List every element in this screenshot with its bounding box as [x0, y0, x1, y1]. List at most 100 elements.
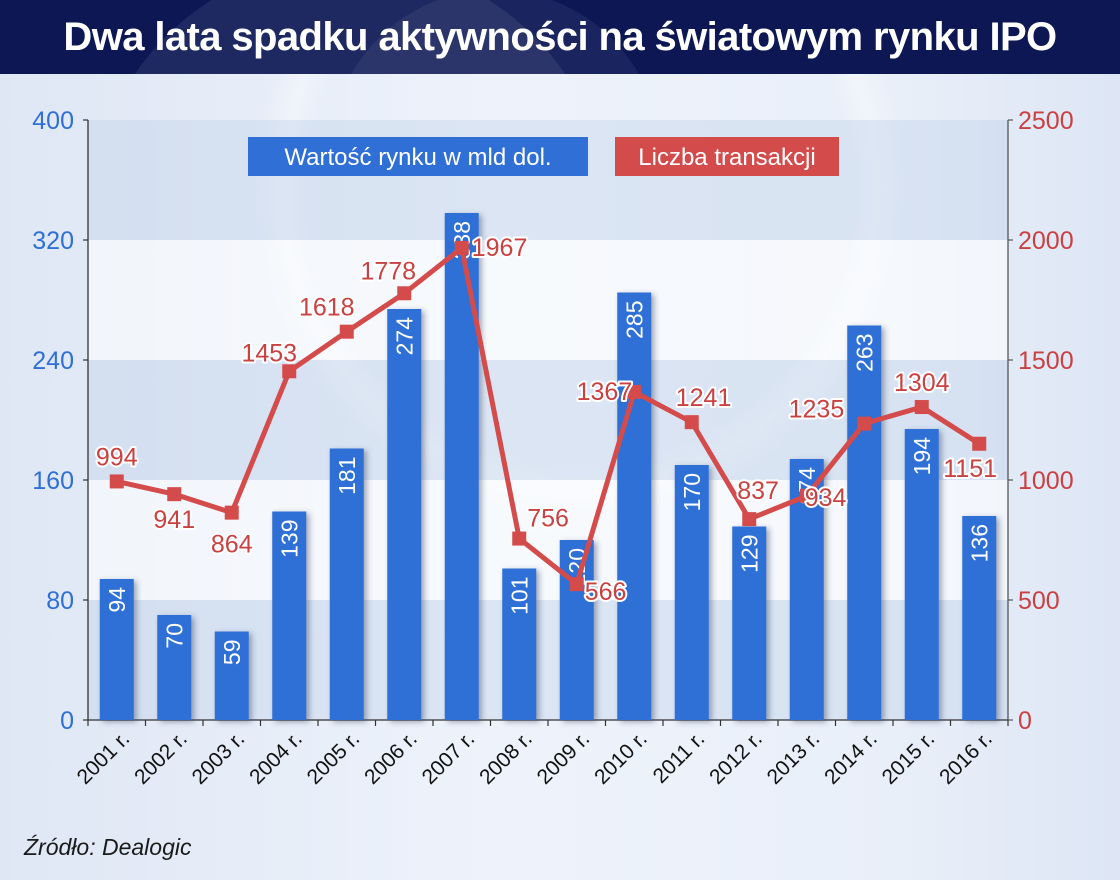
bar-value-label: 70	[161, 623, 187, 649]
bar-value-label: 101	[506, 577, 532, 615]
left-axis-tick-label: 240	[32, 347, 74, 375]
bar	[502, 568, 537, 720]
line-value-label: 1151	[943, 455, 997, 483]
right-axis-tick-label: 0	[1018, 707, 1032, 735]
bar-value-label: 170	[679, 473, 705, 511]
legend-item-line: Liczba transakcji	[615, 137, 839, 176]
bar	[444, 213, 479, 720]
x-axis-category-label: 2004 r.	[245, 727, 307, 789]
line-value-label: 941	[153, 506, 195, 534]
x-axis-labels: 2001 r.2002 r.2003 r.2004 r.2005 r.2006 …	[73, 727, 997, 789]
bar	[214, 631, 249, 720]
line-value-label: 994	[96, 443, 138, 471]
x-axis-category-label: 2012 r.	[705, 727, 767, 789]
bar-value-label: 129	[736, 535, 762, 573]
legend-label-bar: Wartość rynku w mld dol.	[284, 144, 551, 171]
line-marker	[224, 505, 239, 520]
bar	[904, 429, 939, 720]
bar	[272, 511, 307, 720]
x-axis-category-label: 2005 r.	[303, 727, 365, 789]
right-axis-tick-label: 1000	[1018, 467, 1074, 495]
line-marker	[109, 474, 124, 489]
line-marker	[799, 488, 814, 503]
bar-value-label: 181	[334, 457, 360, 495]
line-value-label: 1304	[894, 369, 950, 397]
x-axis-category-label: 2009 r.	[533, 727, 595, 789]
line-marker	[914, 400, 929, 415]
bar	[329, 448, 364, 720]
line-marker	[972, 436, 987, 451]
x-axis-category-label: 2015 r.	[878, 727, 940, 789]
line-marker	[569, 577, 584, 592]
x-axis-category-label: 2007 r.	[418, 727, 480, 789]
line-value-label: 1241	[676, 384, 732, 412]
bar	[387, 309, 422, 720]
x-axis-category-label: 2002 r.	[130, 727, 192, 789]
line-value-label: 864	[211, 531, 253, 559]
left-axis-tick-label: 160	[32, 467, 74, 495]
line-value-label: 1967	[472, 234, 528, 262]
bar-series: 9470591391812743381011202851701291742631…	[99, 213, 997, 720]
bar-value-label: 263	[851, 334, 877, 372]
line-marker	[512, 531, 527, 546]
bar-value-label: 194	[909, 437, 935, 476]
x-axis-category-label: 2011 r.	[649, 727, 710, 788]
line-value-label: 1367	[577, 378, 633, 406]
line-value-label: 1453	[241, 339, 297, 367]
bar	[732, 526, 767, 720]
line-marker	[627, 384, 642, 399]
bar	[617, 292, 652, 720]
line-marker	[454, 240, 469, 255]
legend-item-bar: Wartość rynku w mld dol.	[248, 137, 588, 176]
left-axis-tick-label: 400	[32, 107, 74, 135]
title-bar: Dwa lata spadku aktywności na światowym …	[0, 0, 1120, 74]
source-note: Źródło: Dealogic	[24, 834, 192, 860]
right-axis-tick-label: 500	[1018, 587, 1060, 615]
line-value-label: 1235	[789, 396, 845, 424]
legend-swatch-line	[615, 137, 839, 176]
right-axis-tick-label: 2500	[1018, 107, 1074, 135]
chart-title: Dwa lata spadku aktywności na światowym …	[63, 15, 1057, 59]
bar	[559, 540, 594, 720]
bar-value-label: 136	[966, 524, 992, 562]
line-path	[116, 245, 981, 587]
x-axis-category-label: 2001 r.	[73, 727, 135, 789]
line-marker	[857, 416, 872, 431]
bar	[157, 615, 192, 720]
line-marker	[397, 286, 412, 301]
line-value-label: 934	[805, 484, 847, 512]
left-axis-tick-label: 0	[60, 707, 74, 735]
bar-value-label: 94	[104, 587, 130, 613]
x-axis-category-label: 2008 r.	[475, 727, 537, 789]
line-marker	[742, 512, 757, 527]
line-value-label: 566	[585, 578, 627, 606]
line-value-label: 1618	[299, 294, 355, 322]
bar	[674, 465, 709, 720]
x-axis-category-label: 2010 r.	[590, 727, 652, 789]
legend-label-line: Liczba transakcji	[638, 144, 815, 171]
left-axis-tick-label: 80	[46, 587, 74, 615]
line-marker	[282, 364, 297, 379]
bar	[99, 579, 134, 720]
legend: Wartość rynku w mld dol. Liczba transakcj…	[248, 137, 839, 176]
line-marker	[167, 487, 182, 502]
x-axis-category-label: 2006 r.	[360, 727, 422, 789]
chart-area: 0 80 160 240 320 400 0 500 1000 1500 2000 2500 94 70…	[32, 107, 1074, 789]
bar-value-label: 274	[391, 317, 417, 356]
bar	[962, 516, 997, 720]
line-value-label: 837	[737, 477, 779, 505]
line-marker	[684, 415, 699, 430]
x-axis-category-label: 2003 r.	[188, 727, 250, 789]
legend-swatch-bar	[248, 137, 588, 176]
line-value-label: 1778	[360, 257, 416, 285]
x-axis-category-label: 2013 r.	[763, 727, 825, 789]
right-axis-tick-label: 2000	[1018, 227, 1074, 255]
right-axis-tick-label: 1500	[1018, 347, 1074, 375]
x-axis-category-label: 2014 r.	[820, 727, 882, 789]
bar-value-label: 285	[621, 301, 647, 339]
bar	[847, 325, 882, 720]
line-value-label: 756	[527, 505, 569, 533]
x-axis-category-label: 2016 r.	[935, 727, 997, 789]
left-axis-tick-label: 320	[32, 227, 74, 255]
